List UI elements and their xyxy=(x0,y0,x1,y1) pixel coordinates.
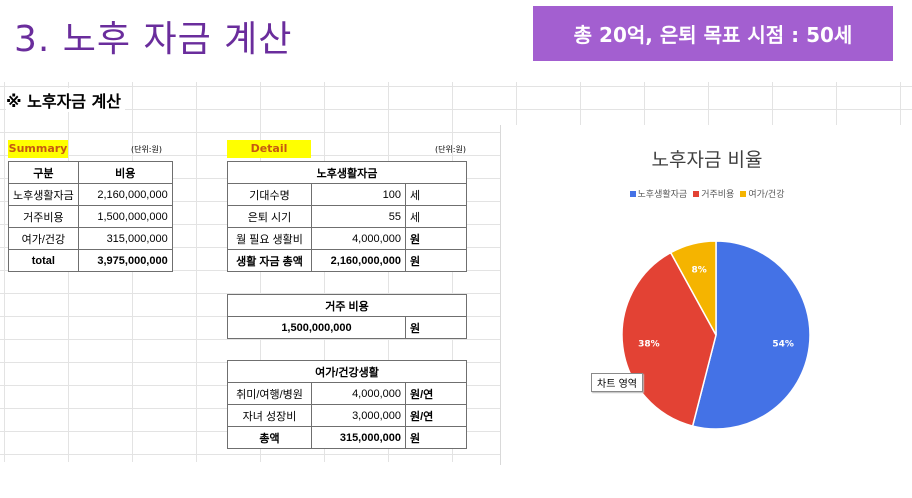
legend-label: 여가/건강 xyxy=(748,190,785,200)
leisure-total-value[interactable]: 315,000,000 xyxy=(311,426,406,449)
table-header-row: 거주 비용 xyxy=(227,294,467,317)
living-total-label[interactable]: 생활 자금 총액 xyxy=(227,249,312,272)
living-label-cell[interactable]: 기대수명 xyxy=(227,183,312,206)
summary-label-cell[interactable]: 거주비용 xyxy=(8,205,79,228)
living-value-cell[interactable]: 55 xyxy=(311,205,406,228)
summary-table[interactable]: 구분 비용 노후생활자금 2,160,000,000 거주비용 1,500,00… xyxy=(8,161,173,272)
pie-slice-3[interactable] xyxy=(669,240,717,336)
summary-col-cost[interactable]: 비용 xyxy=(77,161,173,184)
pie-slice-1[interactable] xyxy=(691,240,811,430)
table-row: 자녀 성장비 3,000,000 원/연 xyxy=(227,404,467,427)
summary-value-cell[interactable]: 1,500,000,000 xyxy=(77,205,173,228)
leisure-unit-cell[interactable]: 원/연 xyxy=(405,404,467,427)
table-row: 생활 자금 총액 2,160,000,000 원 xyxy=(227,249,467,272)
table-row: 여가/건강 315,000,000 xyxy=(8,227,173,250)
living-unit-cell[interactable]: 세 xyxy=(405,205,467,228)
leisure-label-cell[interactable]: 취미/여행/병원 xyxy=(227,382,312,405)
summary-value-cell[interactable]: 2,160,000,000 xyxy=(77,183,173,206)
housing-value-cell[interactable]: 1,500,000,000 xyxy=(227,316,406,339)
legend-swatch xyxy=(740,190,747,197)
leisure-label-cell[interactable]: 자녀 성장비 xyxy=(227,404,312,427)
chart-title: 노후자금 비율 xyxy=(651,149,763,171)
legend-swatch xyxy=(629,190,636,197)
detail-tag: Detail xyxy=(227,140,311,158)
table-row: 기대수명 100 세 xyxy=(227,183,467,206)
summary-tag: Summary xyxy=(8,140,68,158)
housing-unit-cell[interactable]: 원 xyxy=(405,316,467,339)
leisure-unit-cell[interactable]: 원/연 xyxy=(405,382,467,405)
slide-title: 3. 노후 자금 계산 xyxy=(14,19,293,60)
leisure-cost-table[interactable]: 여가/건강생활 취미/여행/병원 4,000,000 원/연 자녀 성장비 3,… xyxy=(227,360,467,449)
table-row: 거주비용 1,500,000,000 xyxy=(8,205,173,228)
table-header-row: 노후생활자금 xyxy=(227,161,467,184)
pie-data-label: 8% xyxy=(692,265,707,275)
legend-swatch xyxy=(693,190,700,197)
chart-area-tooltip: 차트 영역 xyxy=(591,373,643,392)
table-row: 취미/여행/병원 4,000,000 원/연 xyxy=(227,382,467,405)
living-label-cell[interactable]: 은퇴 시기 xyxy=(227,205,312,228)
summary-total-value[interactable]: 3,975,000,000 xyxy=(77,249,173,272)
housing-header[interactable]: 거주 비용 xyxy=(227,294,467,317)
summary-total-label[interactable]: total xyxy=(8,249,79,272)
living-total-value[interactable]: 2,160,000,000 xyxy=(311,249,406,272)
table-row: total 3,975,000,000 xyxy=(8,249,173,272)
pie-data-label: 54% xyxy=(772,339,794,349)
living-header[interactable]: 노후생활자금 xyxy=(227,161,467,184)
housing-cost-table[interactable]: 거주 비용 1,500,000,000 원 xyxy=(227,294,467,339)
leisure-value-cell[interactable]: 3,000,000 xyxy=(311,404,406,427)
summary-label-cell[interactable]: 노후생활자금 xyxy=(8,183,79,206)
table-row: 은퇴 시기 55 세 xyxy=(227,205,467,228)
legend-item: 거주비용 xyxy=(693,187,734,200)
chart-area[interactable]: 노후자금 비율 노후생활자금 거주비용 여가/건강 54% 38% 8% xyxy=(500,125,912,465)
summary-unit-note: (단위:원) xyxy=(130,145,162,154)
table-row: 노후생활자금 2,160,000,000 xyxy=(8,183,173,206)
table-header-row: 여가/건강생활 xyxy=(227,360,467,383)
living-unit-cell[interactable]: 원 xyxy=(405,227,467,250)
legend-label: 거주비용 xyxy=(701,190,735,200)
living-value-cell[interactable]: 100 xyxy=(311,183,406,206)
leisure-value-cell[interactable]: 4,000,000 xyxy=(311,382,406,405)
chart-legend: 노후생활자금 거주비용 여가/건강 xyxy=(501,187,912,200)
pie-slice-2[interactable] xyxy=(621,251,717,427)
legend-label: 노후생활자금 xyxy=(637,190,688,200)
sheet-heading: ※ 노후자금 계산 xyxy=(6,88,126,112)
goal-banner: 총 20억, 은퇴 목표 시점 : 50세 xyxy=(533,6,893,61)
leisure-header[interactable]: 여가/건강생활 xyxy=(227,360,467,383)
summary-col-category[interactable]: 구분 xyxy=(8,161,79,184)
table-row: 총액 315,000,000 원 xyxy=(227,426,467,449)
living-cost-table[interactable]: 노후생활자금 기대수명 100 세 은퇴 시기 55 세 월 필요 생활비 4,… xyxy=(227,161,467,272)
leisure-total-unit[interactable]: 원 xyxy=(405,426,467,449)
legend-item: 노후생활자금 xyxy=(629,187,688,200)
pie-data-label: 38% xyxy=(638,339,660,349)
living-unit-cell[interactable]: 세 xyxy=(405,183,467,206)
living-value-cell[interactable]: 4,000,000 xyxy=(311,227,406,250)
table-row: 1,500,000,000 원 xyxy=(227,316,467,339)
leisure-total-label[interactable]: 총액 xyxy=(227,426,312,449)
detail-unit-note: (단위:원) xyxy=(434,145,466,154)
summary-label-cell[interactable]: 여가/건강 xyxy=(8,227,79,250)
pie-chart[interactable]: 54% 38% 8% xyxy=(501,125,912,465)
table-row: 월 필요 생활비 4,000,000 원 xyxy=(227,227,467,250)
living-label-cell[interactable]: 월 필요 생활비 xyxy=(227,227,312,250)
table-header-row: 구분 비용 xyxy=(8,161,173,184)
legend-item: 여가/건강 xyxy=(740,187,784,200)
summary-value-cell[interactable]: 315,000,000 xyxy=(77,227,173,250)
living-total-unit[interactable]: 원 xyxy=(405,249,467,272)
